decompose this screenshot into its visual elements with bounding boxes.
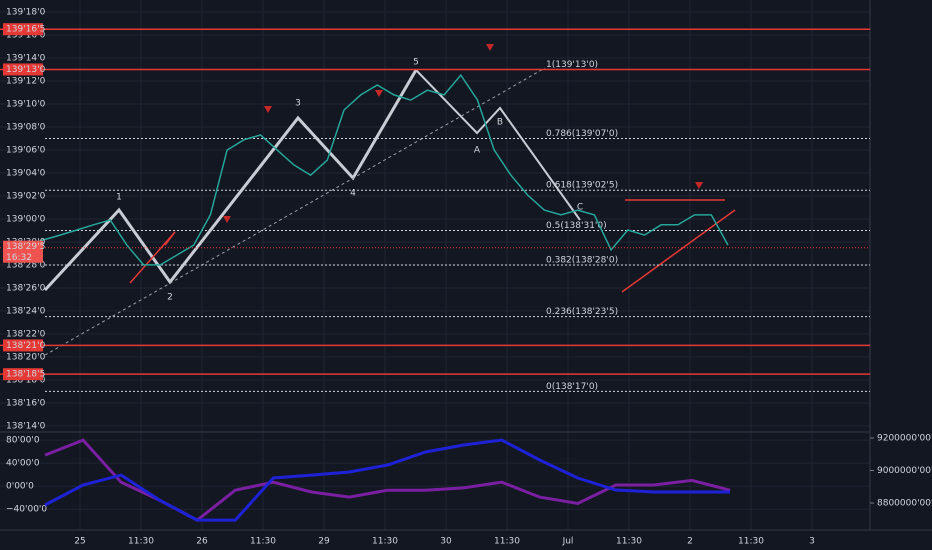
- marker: [375, 90, 383, 97]
- level-badge: [3, 63, 43, 76]
- y2-tick-label: 8800000'00'0: [877, 499, 932, 509]
- y-tick-label: 139'04'0: [6, 168, 46, 178]
- level-badge: [3, 339, 43, 352]
- y2-tick-label: 9200000'00'0: [877, 434, 932, 444]
- y-tick-label: 139'14'0: [6, 53, 46, 63]
- level-label: 138'18'5: [6, 370, 45, 380]
- x-tick-label: 11:30: [616, 537, 642, 547]
- marker: [264, 106, 272, 113]
- y-tick-label: 80'00'0: [6, 436, 40, 446]
- x-tick-label: 11:30: [128, 537, 154, 547]
- wave-label: A: [474, 146, 481, 156]
- wave-label: 2: [167, 293, 173, 303]
- y-tick-label: −40'00'0: [6, 505, 47, 515]
- y-tick-label: 138'16'0: [6, 398, 46, 408]
- correction-wave: [415, 69, 581, 221]
- x-tick-label: 2: [687, 537, 693, 547]
- y-tick-label: 139'12'0: [6, 76, 46, 86]
- last-price-label: 138'29'5: [6, 242, 45, 252]
- fib-label: 0(138'17'0): [546, 382, 598, 392]
- x-tick-label: 30: [440, 537, 452, 547]
- fib-label: 0.5(138'31'0): [546, 221, 607, 231]
- y2-tick-label: 9000000'00'0: [877, 466, 932, 476]
- level-badge: [3, 368, 43, 381]
- wave-label: 3: [295, 99, 301, 109]
- x-tick-label: 11:30: [494, 537, 520, 547]
- x-tick-label: 11:30: [738, 537, 764, 547]
- drawing: [129, 231, 176, 284]
- fib-label: 0.382(138'28'0): [546, 255, 618, 265]
- oscillator-line: [44, 438, 730, 522]
- wave-label: 4: [350, 189, 356, 199]
- markers: [223, 44, 703, 223]
- y-tick-label: 138'20'0: [6, 352, 46, 362]
- y-tick-label: 139'00'0: [6, 214, 46, 224]
- x-tick-label: 29: [318, 537, 330, 547]
- trend-line: [44, 67, 546, 356]
- y-tick-label: 138'18'0: [6, 375, 46, 385]
- fib-label: 1(139'13'0): [546, 60, 598, 70]
- y-tick-label: 0'00'0: [6, 482, 34, 492]
- wave-label: 5: [413, 58, 419, 68]
- level-badge: [3, 23, 43, 36]
- level-label: 138'21'0: [6, 341, 46, 351]
- y-tick-label: 139'10'0: [6, 99, 46, 109]
- countdown: 16:32: [6, 253, 32, 263]
- marker: [695, 182, 703, 189]
- x-tick-label: 26: [196, 537, 208, 547]
- y-tick-label: 139'18'0: [6, 7, 46, 17]
- level-label: 139'16'5: [6, 25, 45, 35]
- y-tick-label: 138'28'0: [6, 260, 46, 270]
- y-tick-label: 138'24'0: [6, 306, 46, 316]
- x-tick-label: 25: [74, 537, 85, 547]
- wave-label: 1: [116, 193, 122, 203]
- y-tick-label: 139'08'0: [6, 122, 46, 132]
- wave-label: B: [497, 118, 503, 128]
- fib-label: 0.786(139'07'0): [546, 129, 618, 139]
- wave-label: C: [577, 203, 583, 213]
- y-tick-label: 139'02'0: [6, 191, 46, 201]
- x-tick-label: Jul: [562, 537, 574, 547]
- marker: [223, 216, 231, 223]
- fib-label: 0.236(138'23'5): [546, 307, 618, 317]
- y-tick-label: 139'16'0: [6, 30, 46, 40]
- x-tick-label: 11:30: [250, 537, 276, 547]
- y-tick-label: 139'06'0: [6, 145, 46, 155]
- marker: [486, 44, 494, 51]
- y-tick-label: 138'26'0: [6, 283, 46, 293]
- fib-label: 0.618(139'02'5): [546, 181, 618, 191]
- level-label: 139'13'0: [6, 65, 46, 75]
- x-tick-label: 11:30: [372, 537, 398, 547]
- y-tick-label: 138'14'0: [6, 421, 46, 431]
- y-tick-label: 40'00'0: [6, 459, 40, 469]
- impulse-wave: [43, 69, 418, 292]
- x-tick-label: 3: [809, 537, 815, 547]
- last-price-badge: [3, 240, 43, 263]
- price-line: [9, 73, 729, 266]
- y-tick-label: 138'22'0: [6, 329, 46, 339]
